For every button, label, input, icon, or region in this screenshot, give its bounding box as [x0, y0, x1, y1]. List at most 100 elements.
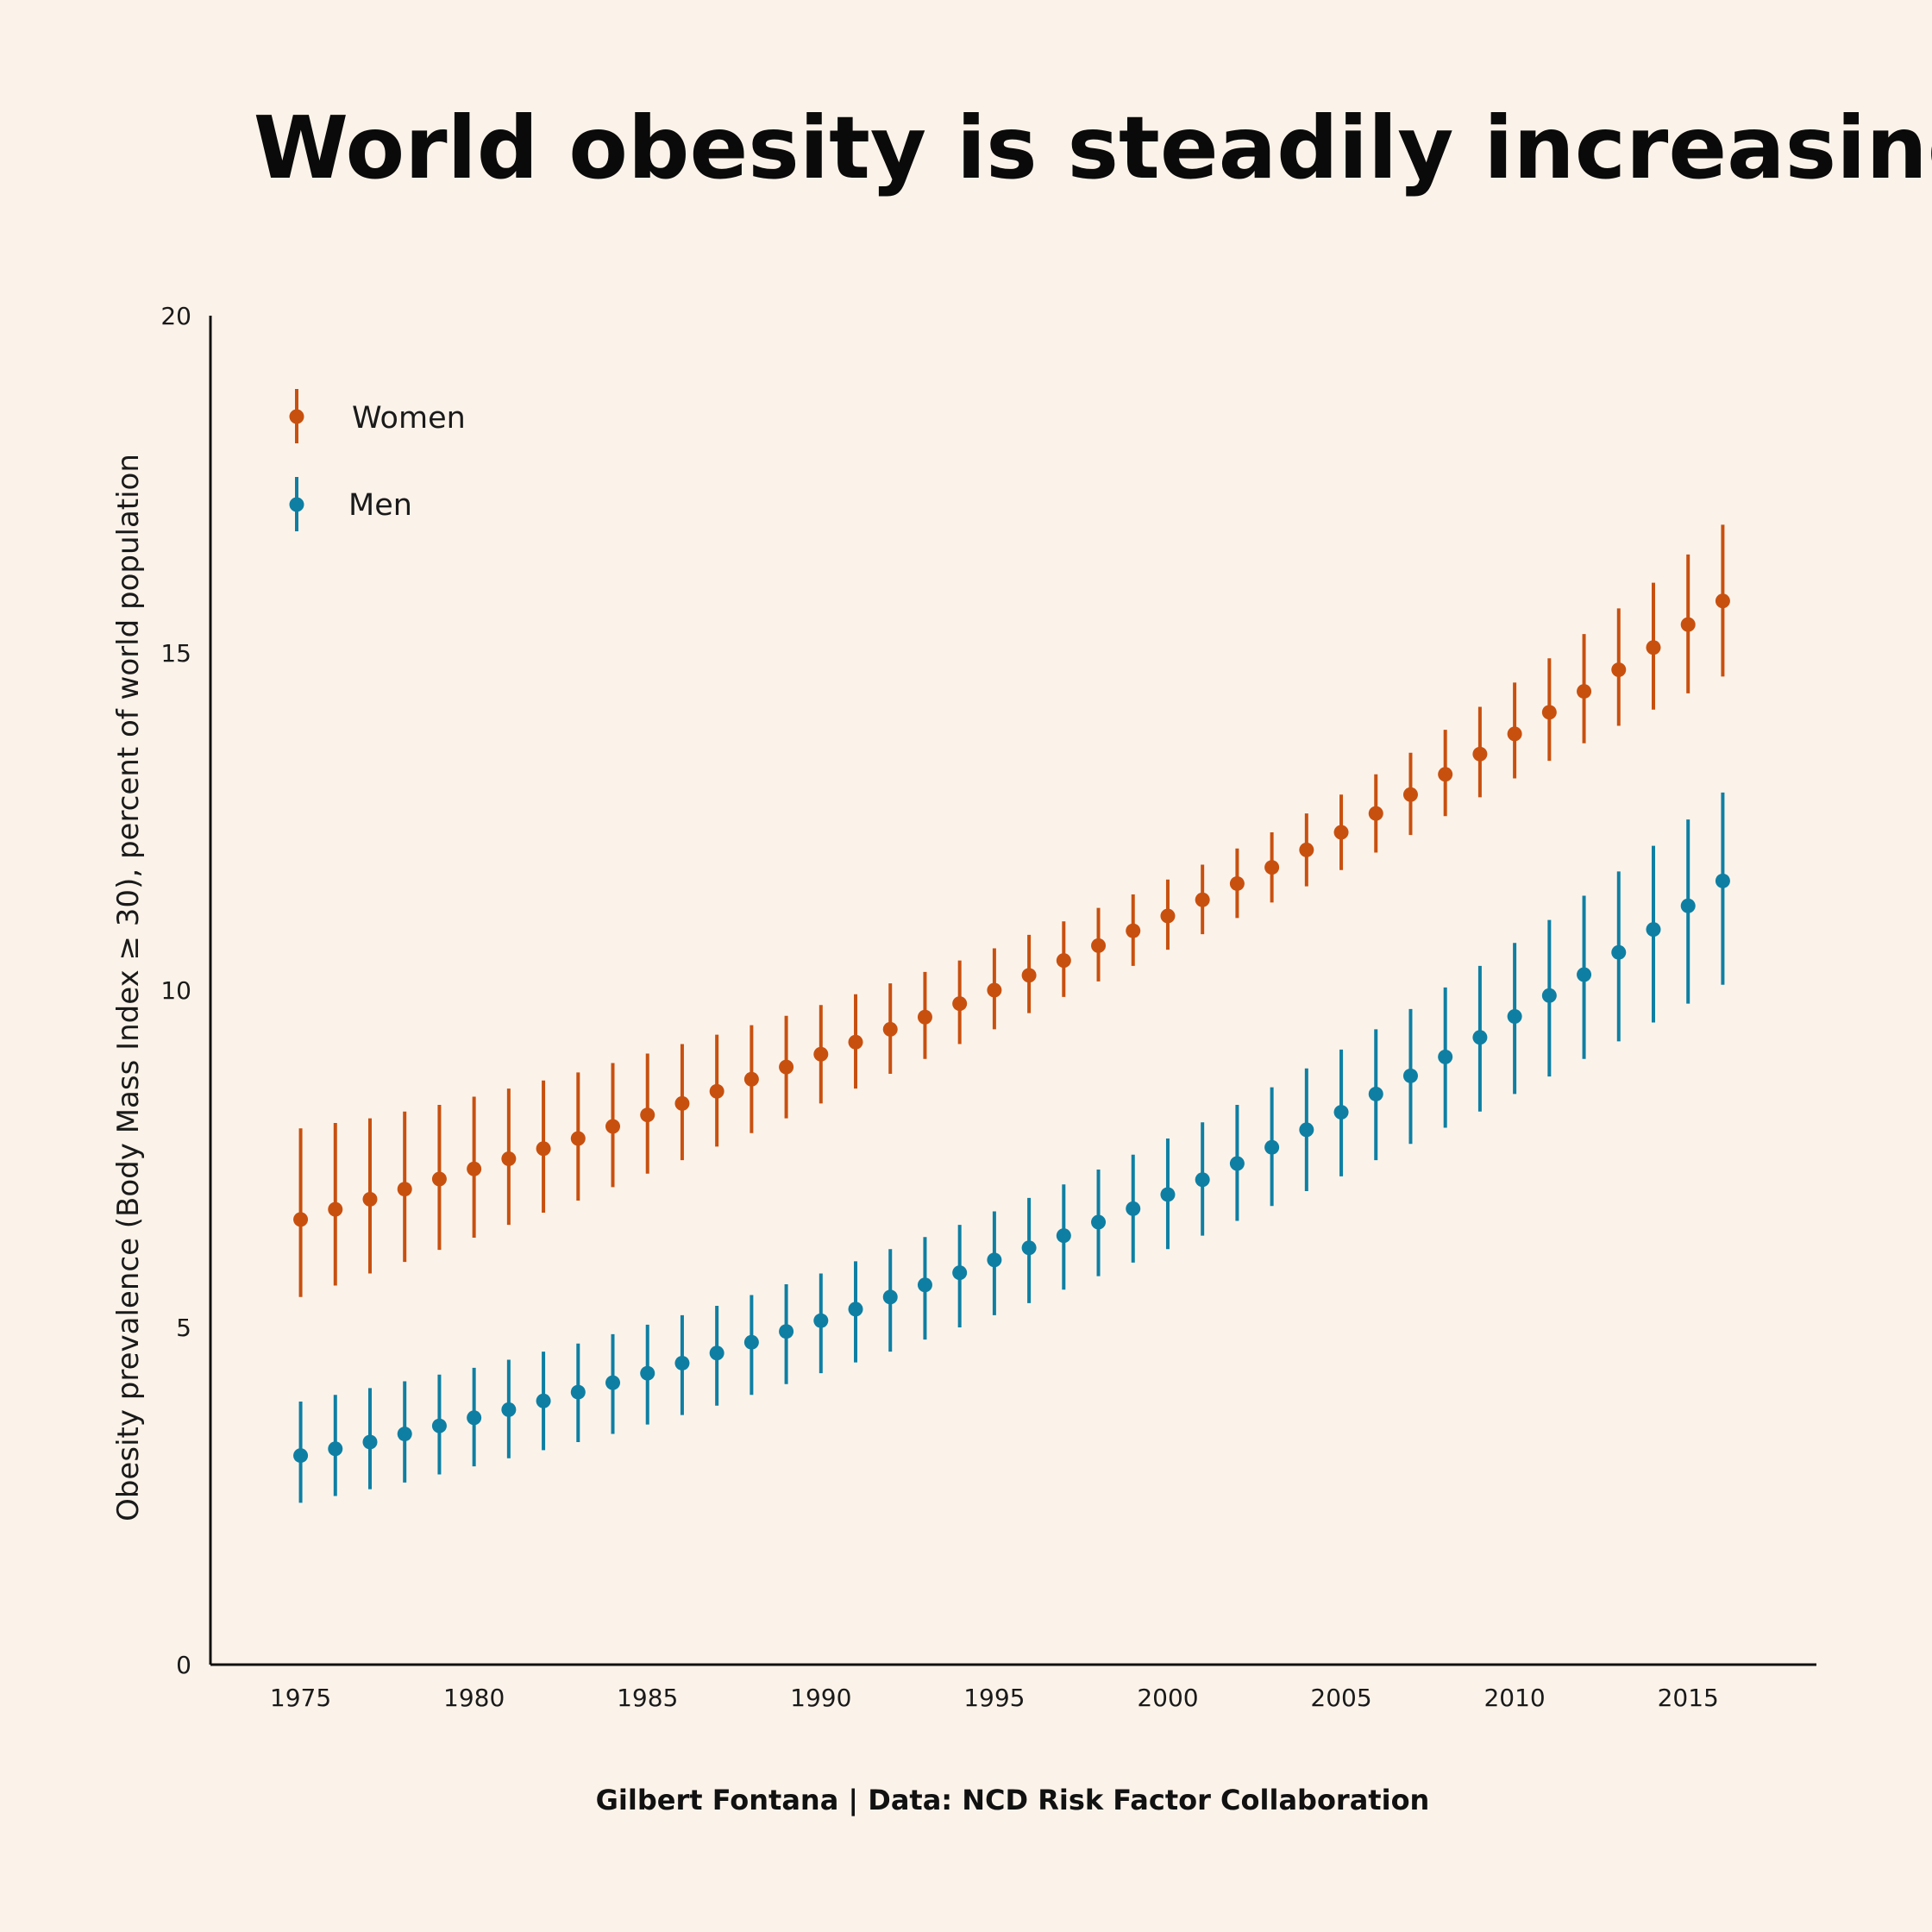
women-point — [1091, 938, 1107, 953]
women-point — [882, 1021, 898, 1037]
women-point — [674, 1095, 690, 1111]
men-point — [1680, 898, 1696, 913]
x-tick-label: 1975 — [270, 1684, 331, 1712]
women-point — [501, 1151, 517, 1166]
women-point — [813, 1046, 829, 1062]
women-point — [987, 982, 1002, 998]
y-tick-label: 10 — [160, 976, 191, 1005]
men-point — [1646, 922, 1661, 938]
x-tick-label: 1980 — [443, 1684, 505, 1712]
men-point — [397, 1427, 412, 1442]
x-tick-label: 2015 — [1658, 1684, 1719, 1712]
men-point — [362, 1434, 378, 1450]
men-point — [640, 1365, 656, 1381]
women-point — [1056, 953, 1071, 969]
men-point — [709, 1346, 724, 1361]
women-point — [848, 1034, 863, 1050]
women-point — [1715, 593, 1730, 609]
men-point — [431, 1418, 447, 1433]
legend-item-men: Men — [289, 477, 412, 531]
women-point — [1646, 640, 1661, 656]
women-point — [1021, 968, 1037, 983]
men-point — [1229, 1156, 1245, 1171]
legend-item-women: Women — [289, 389, 466, 443]
men-point — [1368, 1086, 1383, 1101]
x-tick-label: 1985 — [617, 1684, 678, 1712]
y-tick-label: 5 — [176, 1314, 191, 1342]
women-point — [1680, 617, 1696, 632]
chart-title: World obesity is steadily increasing — [254, 97, 1932, 198]
women-point — [328, 1201, 343, 1217]
y-tick-labels: 0 5 10 15 20 — [160, 302, 191, 1679]
women-point — [536, 1141, 551, 1157]
women-point — [1438, 767, 1453, 782]
men-point — [882, 1289, 898, 1305]
men-point — [570, 1384, 586, 1400]
men-point — [1577, 967, 1592, 982]
women-point — [1299, 842, 1314, 857]
data-series-layer — [293, 524, 1730, 1503]
men-point — [536, 1393, 551, 1408]
men-point — [1333, 1105, 1349, 1120]
legend-men-marker — [289, 497, 304, 512]
men-point — [987, 1252, 1002, 1268]
men-point — [1715, 873, 1730, 888]
series-women — [293, 524, 1730, 1297]
women-point — [743, 1071, 759, 1087]
men-point — [293, 1448, 309, 1464]
women-point — [1126, 923, 1141, 938]
women-point — [605, 1119, 621, 1134]
men-point — [1438, 1049, 1453, 1064]
men-point — [1126, 1201, 1141, 1216]
women-point — [1472, 746, 1488, 762]
men-point — [917, 1277, 932, 1293]
women-point — [917, 1009, 932, 1025]
women-point — [1333, 825, 1349, 840]
men-point — [743, 1334, 759, 1350]
men-point — [1264, 1139, 1280, 1155]
legend-women-label: Women — [352, 401, 466, 436]
y-tick-label: 15 — [160, 639, 191, 668]
women-point — [467, 1161, 482, 1176]
men-point — [328, 1441, 343, 1457]
x-tick-labels: 1975 1980 1985 1990 1995 2000 2005 2010 2015 — [270, 1684, 1719, 1712]
women-point — [1402, 787, 1418, 802]
women-point — [640, 1107, 656, 1123]
men-point — [1541, 988, 1557, 1003]
women-point — [1541, 705, 1557, 720]
women-point — [362, 1191, 378, 1207]
x-tick-label: 1995 — [963, 1684, 1025, 1712]
men-point — [467, 1410, 482, 1426]
men-point — [1056, 1228, 1071, 1244]
y-tick-label: 0 — [176, 1651, 191, 1679]
men-point — [1611, 944, 1627, 960]
men-point — [952, 1265, 968, 1281]
men-point — [501, 1402, 517, 1417]
men-point — [1472, 1030, 1488, 1045]
y-axis-label: Obesity prevalence (Body Mass Index ≥ 30… — [111, 454, 146, 1521]
women-point — [570, 1131, 586, 1146]
legend-women-marker — [289, 409, 304, 424]
men-point — [813, 1313, 829, 1328]
men-point — [848, 1302, 863, 1317]
women-point — [1264, 860, 1280, 875]
men-point — [1402, 1068, 1418, 1083]
women-point — [431, 1171, 447, 1187]
x-tick-label: 2010 — [1484, 1684, 1545, 1712]
women-point — [709, 1083, 724, 1099]
x-tick-label: 2000 — [1137, 1684, 1198, 1712]
men-point — [1160, 1187, 1176, 1202]
women-point — [779, 1059, 794, 1075]
women-point — [1368, 806, 1383, 821]
men-point — [1507, 1008, 1522, 1024]
women-point — [1229, 875, 1245, 891]
y-tick-label: 20 — [160, 302, 191, 330]
legend: Women Men — [289, 389, 466, 531]
x-tick-label: 2005 — [1310, 1684, 1371, 1712]
series-men — [293, 792, 1730, 1503]
women-point — [397, 1182, 412, 1197]
x-tick-label: 1990 — [790, 1684, 851, 1712]
source-caption: Gilbert Fontana | Data: NCD Risk Factor … — [596, 1784, 1430, 1817]
women-point — [1577, 684, 1592, 699]
